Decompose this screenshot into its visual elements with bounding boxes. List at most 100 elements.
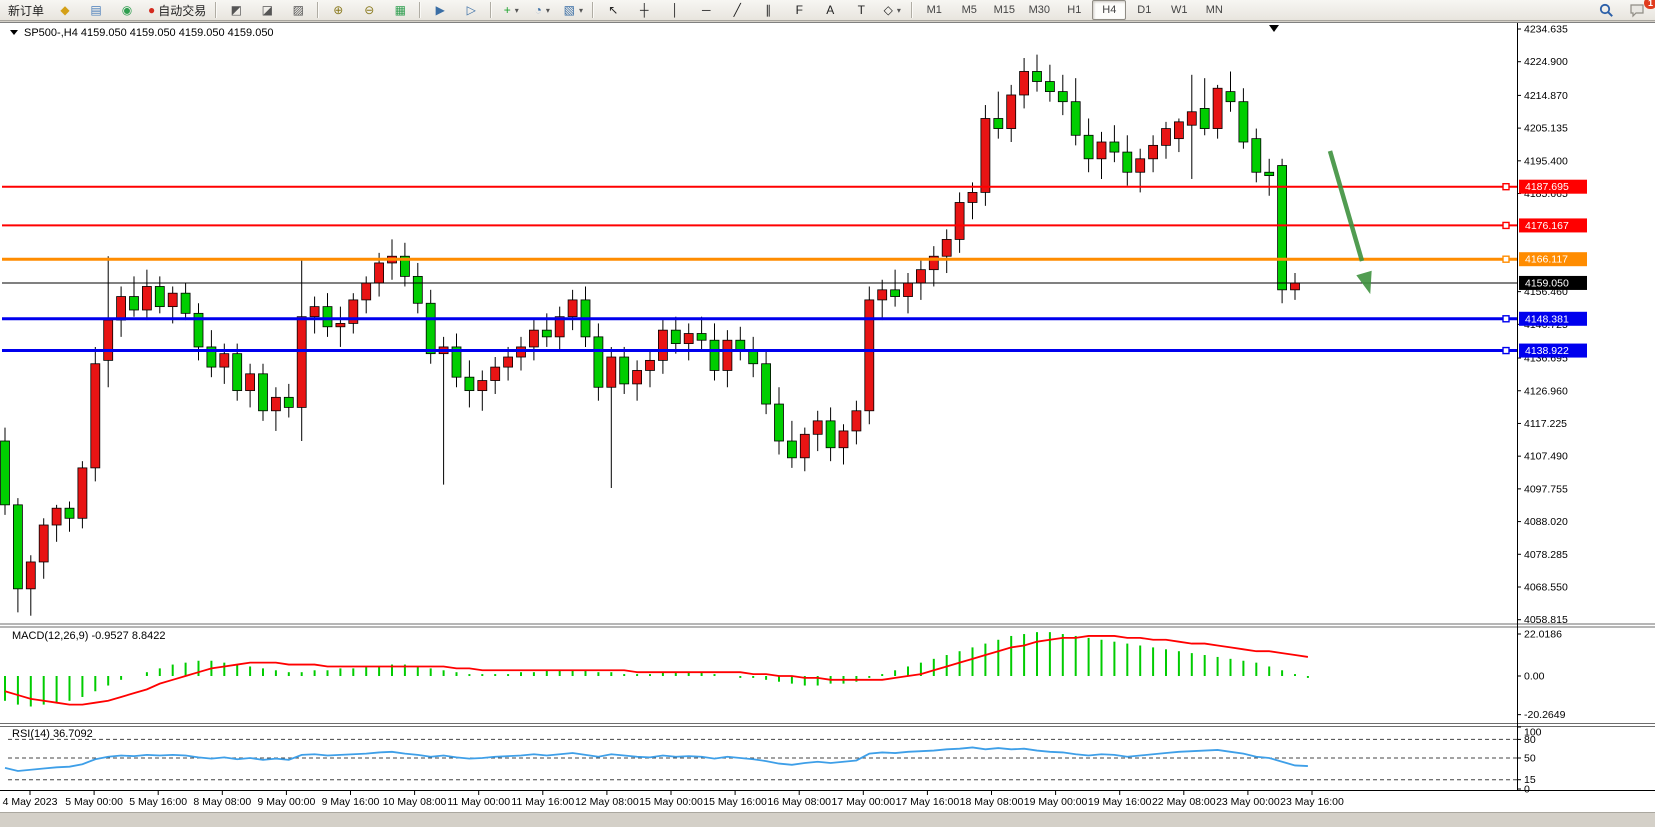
candlestick-chart-icon[interactable]: ◪: [252, 0, 282, 20]
time-axis-label: 11 May 00:00: [447, 796, 510, 808]
line-chart-icon[interactable]: ▨: [283, 0, 313, 20]
candle: [645, 350, 655, 388]
toolbar-separator: [911, 2, 914, 18]
timeframe-m1[interactable]: M1: [917, 0, 951, 20]
time-axis-label: 10 May 08:00: [383, 796, 447, 808]
timeframe-h1[interactable]: H1: [1057, 0, 1091, 20]
candle: [258, 363, 268, 421]
chart-window[interactable]: SP500-,H4 4159.050 4159.050 4159.050 415…: [0, 22, 1655, 813]
time-axis-label: 17 May 00:00: [831, 796, 895, 808]
candle: [1057, 74, 1068, 116]
timeframe-m5[interactable]: M5: [952, 0, 986, 20]
candle: [270, 387, 281, 431]
price-axis-label: 4234.635: [1524, 24, 1568, 36]
new-order-button-label: 新订单: [8, 3, 45, 18]
zoom-out-icon[interactable]: ⊖: [354, 0, 384, 20]
data-window-icon[interactable]: ▤: [81, 0, 111, 20]
candle: [335, 306, 346, 347]
bar-chart-icon[interactable]: ◩: [221, 0, 251, 20]
candle: [1251, 128, 1262, 183]
collapse-arrow-icon[interactable]: [10, 30, 18, 35]
candle: [348, 293, 359, 334]
periods-icon[interactable]: ◔ ▾: [527, 0, 557, 20]
timeframe-w1[interactable]: W1: [1162, 0, 1196, 20]
candle: [993, 91, 1004, 139]
line-anchor-handle[interactable]: [1502, 315, 1510, 323]
chart-canvas[interactable]: SP500-,H4 4159.050 4159.050 4159.050 415…: [0, 23, 1655, 813]
macd-rsi-separator: [0, 723, 1655, 727]
indicators-icon[interactable]: + ▾: [496, 0, 526, 20]
time-axis-label: 11 May 16:00: [511, 796, 574, 808]
candle: [1122, 135, 1133, 186]
cursor-icon[interactable]: ↖: [598, 0, 628, 20]
time-axis-label: 15 May 16:00: [703, 796, 767, 808]
chart-background: [0, 23, 1655, 813]
line-anchor-handle[interactable]: [1502, 183, 1510, 191]
price-badge-4176.167: 4176.167: [1519, 218, 1587, 233]
equidistant-channel-icon[interactable]: ∥: [753, 0, 783, 20]
line-anchor-handle[interactable]: [1502, 346, 1510, 355]
timeframe-h4[interactable]: H4: [1092, 0, 1127, 20]
vertical-line-icon[interactable]: │: [660, 0, 690, 20]
timeframe-d1[interactable]: D1: [1127, 0, 1161, 20]
arrows-icon[interactable]: ◇ ▾: [877, 0, 907, 20]
bar-chart-icon-glyph: ◩: [230, 3, 242, 17]
timeframe-m15[interactable]: M15: [987, 0, 1021, 20]
price-axis-label: 4205.135: [1524, 123, 1568, 135]
line-anchor-handle[interactable]: [1502, 221, 1510, 230]
svg-text:4166.117: 4166.117: [1525, 254, 1568, 266]
candle: [1135, 148, 1146, 193]
market-watch-icon-glyph: ◆: [60, 3, 70, 17]
auto-trading-button[interactable]: ● 自动交易: [143, 0, 211, 20]
candle: [1277, 158, 1287, 304]
chart-shift-icon[interactable]: ▷: [456, 0, 486, 20]
template-icon[interactable]: ▧ ▾: [558, 0, 588, 20]
chart-shift-marker[interactable]: [1269, 25, 1279, 32]
candle: [1070, 78, 1081, 146]
trend-arrow[interactable]: [1327, 150, 1378, 296]
crosshair-icon[interactable]: ┼: [629, 0, 659, 20]
search-icon[interactable]: [1591, 0, 1621, 20]
line-chart-icon-glyph: ▨: [292, 3, 304, 17]
fibonacci-icon[interactable]: F: [784, 0, 814, 20]
candle: [529, 320, 539, 361]
line-anchor-handle[interactable]: [1502, 255, 1510, 263]
text-label-icon[interactable]: T: [846, 0, 876, 20]
horizontal-line-icon[interactable]: ─: [691, 0, 721, 20]
navigator-icon[interactable]: ◉: [112, 0, 142, 20]
toolbar-separator: [490, 2, 493, 18]
candle: [1225, 71, 1236, 112]
candle: [967, 182, 978, 220]
macd-label: MACD(12,26,9) -0.9527 8.8422: [12, 630, 165, 642]
chat-icon[interactable]: 1: [1622, 0, 1655, 20]
candle: [787, 420, 797, 468]
candle: [980, 105, 991, 206]
macd-axis-label: 0.00: [1524, 671, 1545, 683]
tile-windows-icon[interactable]: ▦: [385, 0, 415, 20]
macd-signal-line: [4, 635, 1309, 706]
time-axis-label: 5 May 16:00: [129, 796, 187, 808]
tile-windows-icon-glyph: ▦: [394, 3, 406, 17]
candle: [851, 400, 862, 445]
auto-scroll-icon-glyph: ▶: [435, 3, 445, 17]
candle: [232, 343, 243, 401]
price-axis-label: 4126.960: [1524, 385, 1568, 397]
auto-scroll-icon[interactable]: ▶: [425, 0, 455, 20]
zoom-out-icon-glyph: ⊖: [364, 3, 375, 17]
new-order-button[interactable]: 新订单: [3, 0, 49, 20]
trendline-icon[interactable]: ╱: [722, 0, 752, 20]
candle: [451, 333, 462, 388]
zoom-in-icon[interactable]: ⊕: [323, 0, 353, 20]
candle: [38, 518, 49, 579]
text-icon[interactable]: A: [815, 0, 845, 20]
market-watch-icon[interactable]: ◆: [50, 0, 80, 20]
dropdown-arrow-icon: ▾: [545, 5, 550, 15]
price-axis-label: 4117.225: [1524, 418, 1567, 430]
timeframe-m30-label: M30: [1028, 4, 1050, 16]
chart-shift-icon-glyph: ▷: [466, 3, 476, 17]
vertical-line-icon-glyph: │: [671, 3, 680, 17]
rsi-axis-label: 50: [1524, 753, 1536, 765]
timeframe-mn[interactable]: MN: [1197, 0, 1231, 20]
dropdown-arrow-icon: ▾: [578, 5, 583, 15]
timeframe-m30[interactable]: M30: [1022, 0, 1056, 20]
